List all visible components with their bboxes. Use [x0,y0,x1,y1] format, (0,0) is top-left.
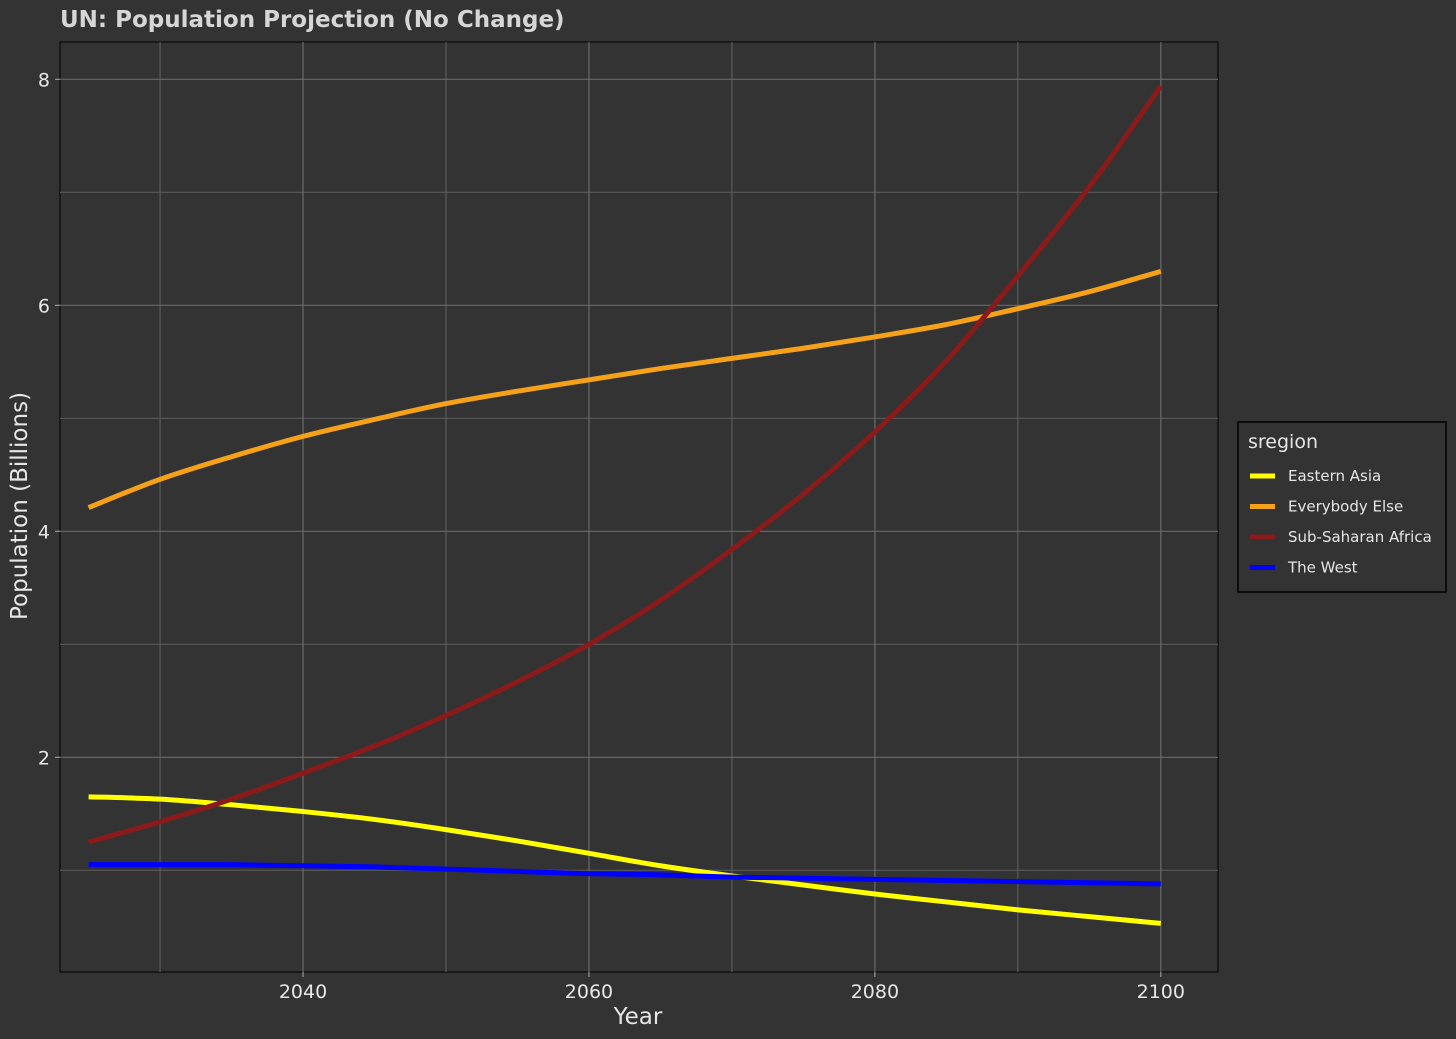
x-axis-title: Year [613,1004,663,1030]
x-tick-label: 2100 [1137,981,1185,1003]
legend-label-eastern-asia: Eastern Asia [1288,467,1381,485]
grid-major [60,42,1218,972]
plot-panel [59,41,1219,973]
y-tick-label: 6 [38,295,50,317]
legend-label-everybody-else: Everybody Else [1288,498,1403,516]
series-line-the-west [88,862,1161,887]
x-axis-ticks: 2040 2060 2080 2100 [279,972,1185,1003]
y-tick-label: 2 [38,747,50,769]
legend: sregion Eastern Asia Everybody Else Sub-Sa… [1237,421,1447,593]
chart-title: UN: Population Projection (No Change) [60,7,565,33]
series-line-sub-saharan-africa [87,84,1163,845]
legend-label-the-west: The West [1287,559,1358,577]
x-tick-label: 2040 [279,981,327,1003]
x-tick-label: 2080 [851,981,899,1003]
y-axis-title: Population (Billions) [7,392,33,620]
legend-items: Eastern Asia Everybody Else Sub-Saharan Af… [1250,467,1432,577]
x-tick-label: 2060 [565,981,613,1003]
y-axis-ticks: 2 4 6 8 [38,69,60,769]
plot-panel-border [59,41,1219,973]
y-tick-label: 8 [38,69,50,91]
legend-title: sregion [1248,431,1318,453]
y-tick-label: 4 [38,521,50,543]
grid-minor [60,42,1218,972]
series-line-eastern-asia [88,794,1162,926]
legend-label-sub-saharan-africa: Sub-Saharan Africa [1288,528,1432,546]
series-layer [87,84,1163,926]
